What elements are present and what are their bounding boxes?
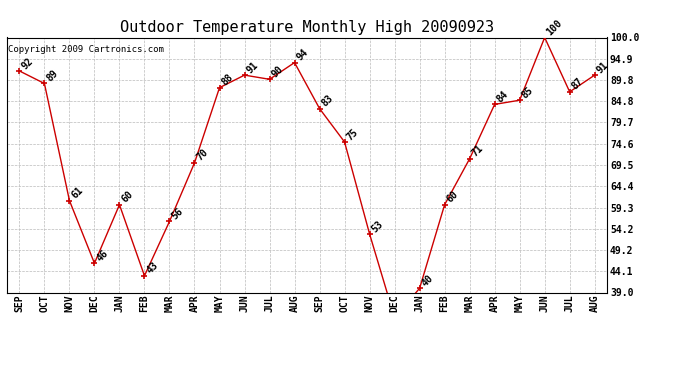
Text: 88: 88 <box>219 72 235 88</box>
Text: 70: 70 <box>195 147 210 163</box>
Text: 43: 43 <box>144 260 160 276</box>
Text: 91: 91 <box>595 60 610 75</box>
Text: 89: 89 <box>44 68 60 84</box>
Text: 94: 94 <box>295 47 310 63</box>
Text: 90: 90 <box>270 64 285 79</box>
Text: 56: 56 <box>170 206 185 221</box>
Text: 83: 83 <box>319 93 335 109</box>
Text: 92: 92 <box>19 56 34 71</box>
Text: 84: 84 <box>495 89 510 104</box>
Text: 60: 60 <box>119 189 135 205</box>
Text: 53: 53 <box>370 219 385 234</box>
Title: Outdoor Temperature Monthly High 20090923: Outdoor Temperature Monthly High 2009092… <box>120 20 494 35</box>
Text: 40: 40 <box>420 273 435 288</box>
Text: Copyright 2009 Cartronics.com: Copyright 2009 Cartronics.com <box>8 45 164 54</box>
Text: 33: 33 <box>0 374 1 375</box>
Text: 71: 71 <box>470 143 485 159</box>
Text: 46: 46 <box>95 248 110 263</box>
Text: 75: 75 <box>344 127 360 142</box>
Text: 91: 91 <box>244 60 260 75</box>
Text: 100: 100 <box>544 18 564 38</box>
Text: 87: 87 <box>570 76 585 92</box>
Text: 60: 60 <box>444 189 460 205</box>
Text: 61: 61 <box>70 185 85 201</box>
Text: 85: 85 <box>520 85 535 100</box>
